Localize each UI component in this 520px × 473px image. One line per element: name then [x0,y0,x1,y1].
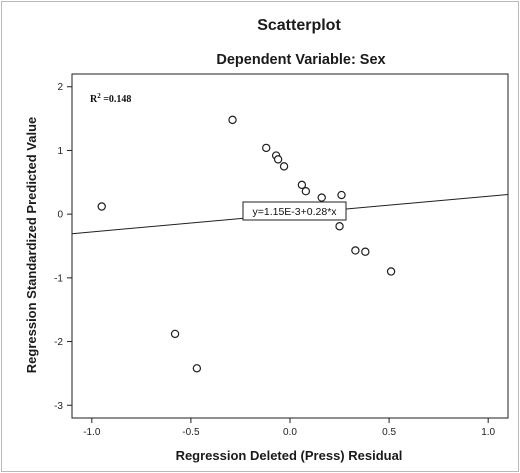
data-point [279,162,289,171]
data-point [317,193,326,202]
x-tick-label: 0.5 [382,427,396,438]
data-point [273,155,283,164]
chart-subtitle: Dependent Variable: Sex [216,52,385,68]
x-axis-label: Regression Deleted (Press) Residual [176,448,403,463]
chart-title: Scatterplot [257,17,341,34]
data-point [361,247,370,256]
x-tick-label: -0.5 [182,427,200,438]
x-tick-label: -1.0 [83,427,101,438]
data-point [228,115,237,125]
data-point [337,190,346,200]
equation-label: y=1.15E-3+0.28*x [252,206,337,218]
x-tick-label: 0.0 [283,427,297,438]
data-point [192,364,202,373]
y-tick-label: 1 [57,146,63,157]
scatter-points [97,115,396,373]
data-point [297,180,307,190]
data-point [301,187,311,196]
data-point [335,222,344,231]
axis-ticks: -1.0 -0.5 0.0 0.5 1.0 2 1 0 -1 -2 -3 [54,82,495,438]
plot-area [71,73,509,419]
y-tick-label: -3 [54,401,63,412]
y-tick-label: -2 [54,337,63,348]
data-point [351,246,360,255]
y-tick-label: -1 [54,273,63,284]
data-point [97,202,106,211]
y-axis-label: Regression Standardized Predicted Value [24,117,39,373]
x-tick-label: 1.0 [481,427,495,438]
equation-box: y=1.15E-3+0.28*x [242,201,347,221]
data-point [170,329,180,339]
data-point [386,267,396,276]
r-squared-label: R2 =0.148 [90,92,131,105]
data-point [262,143,271,153]
y-tick-label: 0 [57,210,63,221]
y-tick-label: 2 [57,82,63,93]
